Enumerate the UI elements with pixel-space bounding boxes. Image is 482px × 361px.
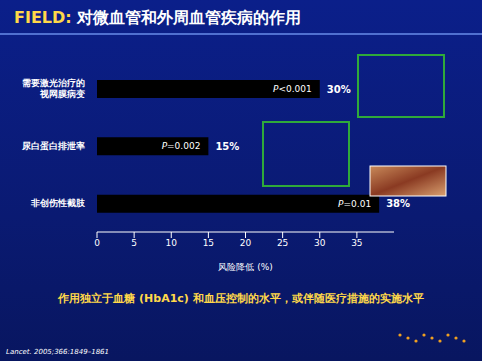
svg-text:风险降低 (%): 风险降低 (%) [218, 262, 272, 272]
html-text:FIELD: 对微血管和外周血管疾病的作用: FIELD: 对微血管和外周血管疾病的作用 [14, 8, 302, 27]
svg-text:20: 20 [240, 238, 252, 248]
svg-text:P=0.002: P=0.002 [162, 141, 201, 151]
svg-text:35: 35 [351, 238, 362, 248]
svg-text:需要激光治疗的视网膜病变: 需要激光治疗的视网膜病变 [22, 78, 85, 99]
svg-text:30%: 30% [327, 84, 351, 95]
svg-text:5: 5 [131, 238, 137, 248]
svg-text:38%: 38% [386, 198, 410, 209]
svg-text:0: 0 [94, 238, 100, 248]
svg-text:尿白蛋白排泄率: 尿白蛋白排泄率 [21, 141, 85, 151]
svg-text:P=0.01: P=0.01 [338, 199, 371, 209]
svg-text:30: 30 [314, 238, 326, 248]
svg-text:25: 25 [277, 238, 288, 248]
svg-text:非创伤性截肢: 非创伤性截肢 [30, 198, 86, 208]
svg-text:P<0.001: P<0.001 [273, 84, 312, 94]
html-text:Lancet. 2005;366:1849–1861: Lancet. 2005;366:1849–1861 [6, 348, 109, 356]
svg-text:10: 10 [166, 238, 178, 248]
html-text:作用独立于血糖 (HbA1c) 和血压控制的水平，或伴随医疗: 作用独立于血糖 (HbA1c) 和血压控制的水平，或伴随医疗措施的实施水平 [58, 292, 424, 305]
svg-text:15: 15 [203, 238, 214, 248]
svg-text:15%: 15% [215, 141, 239, 152]
